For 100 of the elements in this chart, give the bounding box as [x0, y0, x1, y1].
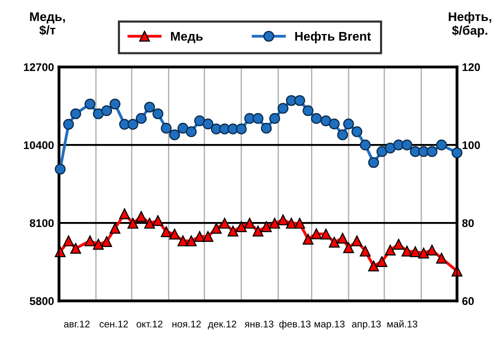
- point: [252, 113, 264, 124]
- point: [286, 218, 297, 229]
- y-tick-label: 8100: [30, 219, 54, 228]
- point: [360, 140, 371, 150]
- point: [260, 122, 272, 134]
- point: [202, 118, 214, 130]
- point: [169, 129, 180, 140]
- point: [110, 222, 120, 234]
- point: [92, 238, 104, 250]
- point: [402, 140, 412, 150]
- point: [127, 218, 138, 229]
- point: [186, 235, 197, 246]
- point: [169, 228, 180, 240]
- point: [368, 260, 380, 272]
- point: [160, 226, 172, 238]
- x-tick-label: мар.13: [314, 320, 345, 330]
- point: [436, 252, 447, 264]
- point: [278, 214, 288, 226]
- point: [402, 246, 412, 256]
- point: [63, 235, 74, 246]
- point: [351, 126, 362, 138]
- point: [337, 232, 348, 244]
- point: [269, 113, 280, 124]
- point: [219, 218, 230, 229]
- point: [152, 108, 164, 120]
- point: [418, 248, 430, 259]
- point: [136, 113, 147, 124]
- point: [269, 218, 280, 229]
- x-tick-label: окт.12: [136, 320, 162, 328]
- point: [54, 164, 66, 175]
- point: [110, 98, 120, 110]
- point: [210, 222, 222, 234]
- y2-tick-label: 120: [462, 63, 480, 72]
- point: [343, 118, 354, 130]
- y2-tick-label: 60: [462, 297, 474, 306]
- point: [302, 105, 314, 116]
- point: [320, 228, 332, 240]
- point: [376, 256, 388, 267]
- point: [426, 244, 438, 256]
- y2-tick-label: 100: [462, 141, 480, 150]
- point: [328, 118, 340, 130]
- x-tick-label: ноя.12: [172, 320, 201, 328]
- legend-label: Нефть Brent: [295, 32, 371, 44]
- point: [310, 113, 322, 124]
- point: [236, 124, 247, 134]
- point: [152, 215, 164, 226]
- point: [70, 108, 82, 120]
- legend-label: Медь: [171, 32, 203, 44]
- point: [101, 105, 112, 116]
- x-tick-label: дек.12: [208, 320, 236, 330]
- point: [310, 228, 322, 240]
- point: [84, 235, 96, 246]
- point: [410, 246, 421, 258]
- point: [393, 238, 404, 250]
- point: [202, 231, 214, 242]
- y2-axis-title: Нефть, $/бар.: [448, 12, 492, 38]
- point: [452, 147, 462, 158]
- x-tick-label: авг.12: [64, 320, 90, 328]
- point: [136, 211, 147, 222]
- point: [351, 235, 362, 246]
- point: [426, 146, 438, 157]
- point: [384, 142, 396, 154]
- point: [119, 208, 130, 220]
- point: [101, 236, 112, 247]
- point: [144, 218, 155, 229]
- point: [384, 244, 396, 256]
- y-tick-label: 5800: [30, 297, 54, 306]
- point: [236, 221, 247, 232]
- point: [376, 146, 388, 157]
- y-tick-label: 10400: [24, 141, 54, 150]
- point: [320, 115, 332, 126]
- x-tick-label: май.13: [387, 320, 418, 328]
- y2-tick-label: 80: [462, 219, 474, 228]
- y-axis-title: Медь, $/т: [30, 12, 65, 36]
- point: [63, 118, 74, 130]
- point: [278, 102, 288, 114]
- x-tick-label: янв.13: [244, 320, 274, 328]
- point: [294, 95, 306, 106]
- point: [194, 115, 206, 126]
- point: [92, 108, 104, 120]
- point: [294, 218, 306, 229]
- point: [337, 129, 348, 140]
- point: [436, 140, 447, 150]
- point: [178, 235, 188, 246]
- x-tick-label: апр.13: [352, 320, 381, 330]
- point: [260, 221, 272, 232]
- point: [194, 231, 206, 242]
- point: [360, 246, 371, 256]
- point: [70, 242, 82, 254]
- x-tick-label: сен.12: [100, 320, 128, 328]
- point: [178, 122, 188, 134]
- point: [343, 242, 354, 254]
- point: [368, 157, 380, 168]
- point: [228, 226, 238, 236]
- point: [328, 236, 340, 248]
- point: [186, 126, 197, 138]
- y-tick-label: 12700: [24, 63, 54, 72]
- point: [244, 218, 256, 229]
- point: [252, 226, 264, 236]
- point: [144, 102, 155, 113]
